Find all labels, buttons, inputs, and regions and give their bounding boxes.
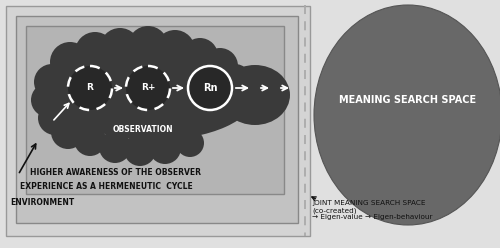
Circle shape — [38, 101, 72, 135]
Circle shape — [202, 48, 238, 84]
Circle shape — [176, 129, 204, 157]
Circle shape — [182, 38, 218, 74]
Circle shape — [68, 66, 112, 110]
Ellipse shape — [220, 65, 290, 125]
Bar — [16, 16, 298, 223]
Text: OBSERVATION: OBSERVATION — [112, 125, 174, 134]
Circle shape — [51, 115, 85, 149]
Circle shape — [155, 30, 195, 70]
Text: HIGHER AWARENESS OF THE OBSERVER: HIGHER AWARENESS OF THE OBSERVER — [30, 168, 201, 177]
Circle shape — [126, 66, 170, 110]
Circle shape — [149, 132, 181, 164]
Text: ENVIRONMENT: ENVIRONMENT — [10, 198, 74, 207]
Text: R+: R+ — [141, 84, 155, 93]
Circle shape — [188, 66, 232, 110]
Circle shape — [219, 64, 251, 96]
Circle shape — [75, 32, 115, 72]
Text: Rn: Rn — [203, 83, 217, 93]
Text: R: R — [86, 84, 94, 93]
Ellipse shape — [55, 50, 255, 140]
Circle shape — [50, 42, 90, 82]
Circle shape — [74, 124, 106, 156]
Circle shape — [100, 28, 140, 68]
Bar — [26, 26, 284, 194]
Text: EXPERIENCE AS A HERMENEUTIC  CYCLE: EXPERIENCE AS A HERMENEUTIC CYCLE — [20, 182, 193, 191]
Circle shape — [99, 131, 131, 163]
Text: JOINT MEANING SEARCH SPACE
(co-created)
→ Eigen-value → Eigen-behaviour: JOINT MEANING SEARCH SPACE (co-created) … — [312, 200, 432, 220]
Circle shape — [31, 83, 65, 117]
Circle shape — [124, 134, 156, 166]
Text: MEANING SEARCH SPACE: MEANING SEARCH SPACE — [340, 95, 476, 105]
Bar — [6, 6, 310, 236]
Circle shape — [128, 26, 168, 66]
Ellipse shape — [314, 5, 500, 225]
Circle shape — [34, 64, 70, 100]
